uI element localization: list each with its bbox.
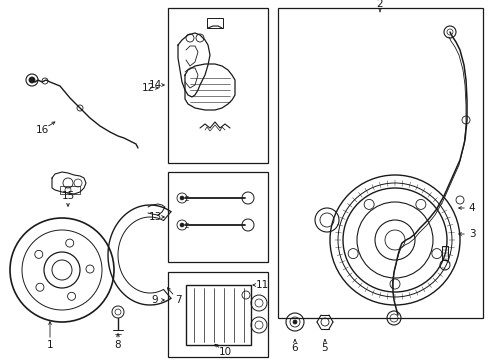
Text: 9: 9	[151, 295, 158, 305]
Circle shape	[29, 77, 35, 83]
Bar	[278, 8, 482, 318]
Bar	[441, 246, 447, 260]
Bar	[60, 186, 80, 194]
Text: 15: 15	[61, 191, 75, 201]
Text: 16: 16	[35, 125, 48, 135]
Bar	[168, 172, 267, 262]
Text: 3: 3	[468, 229, 474, 239]
Text: 2: 2	[376, 0, 383, 9]
Text: 14: 14	[148, 80, 162, 90]
Text: 5: 5	[321, 343, 327, 353]
Text: 11: 11	[255, 280, 268, 290]
Text: 6: 6	[291, 343, 298, 353]
Bar	[206, 18, 223, 28]
Text: 1: 1	[46, 340, 53, 350]
Text: 10: 10	[218, 347, 231, 357]
Bar	[168, 8, 267, 163]
Circle shape	[180, 223, 183, 227]
Bar	[185, 285, 250, 345]
Text: 7: 7	[174, 295, 181, 305]
Text: 12: 12	[141, 83, 154, 93]
Circle shape	[292, 320, 296, 324]
Bar	[168, 272, 267, 357]
Text: 8: 8	[115, 340, 121, 350]
Text: 13: 13	[148, 212, 162, 222]
Text: 4: 4	[468, 203, 474, 213]
Circle shape	[180, 196, 183, 200]
